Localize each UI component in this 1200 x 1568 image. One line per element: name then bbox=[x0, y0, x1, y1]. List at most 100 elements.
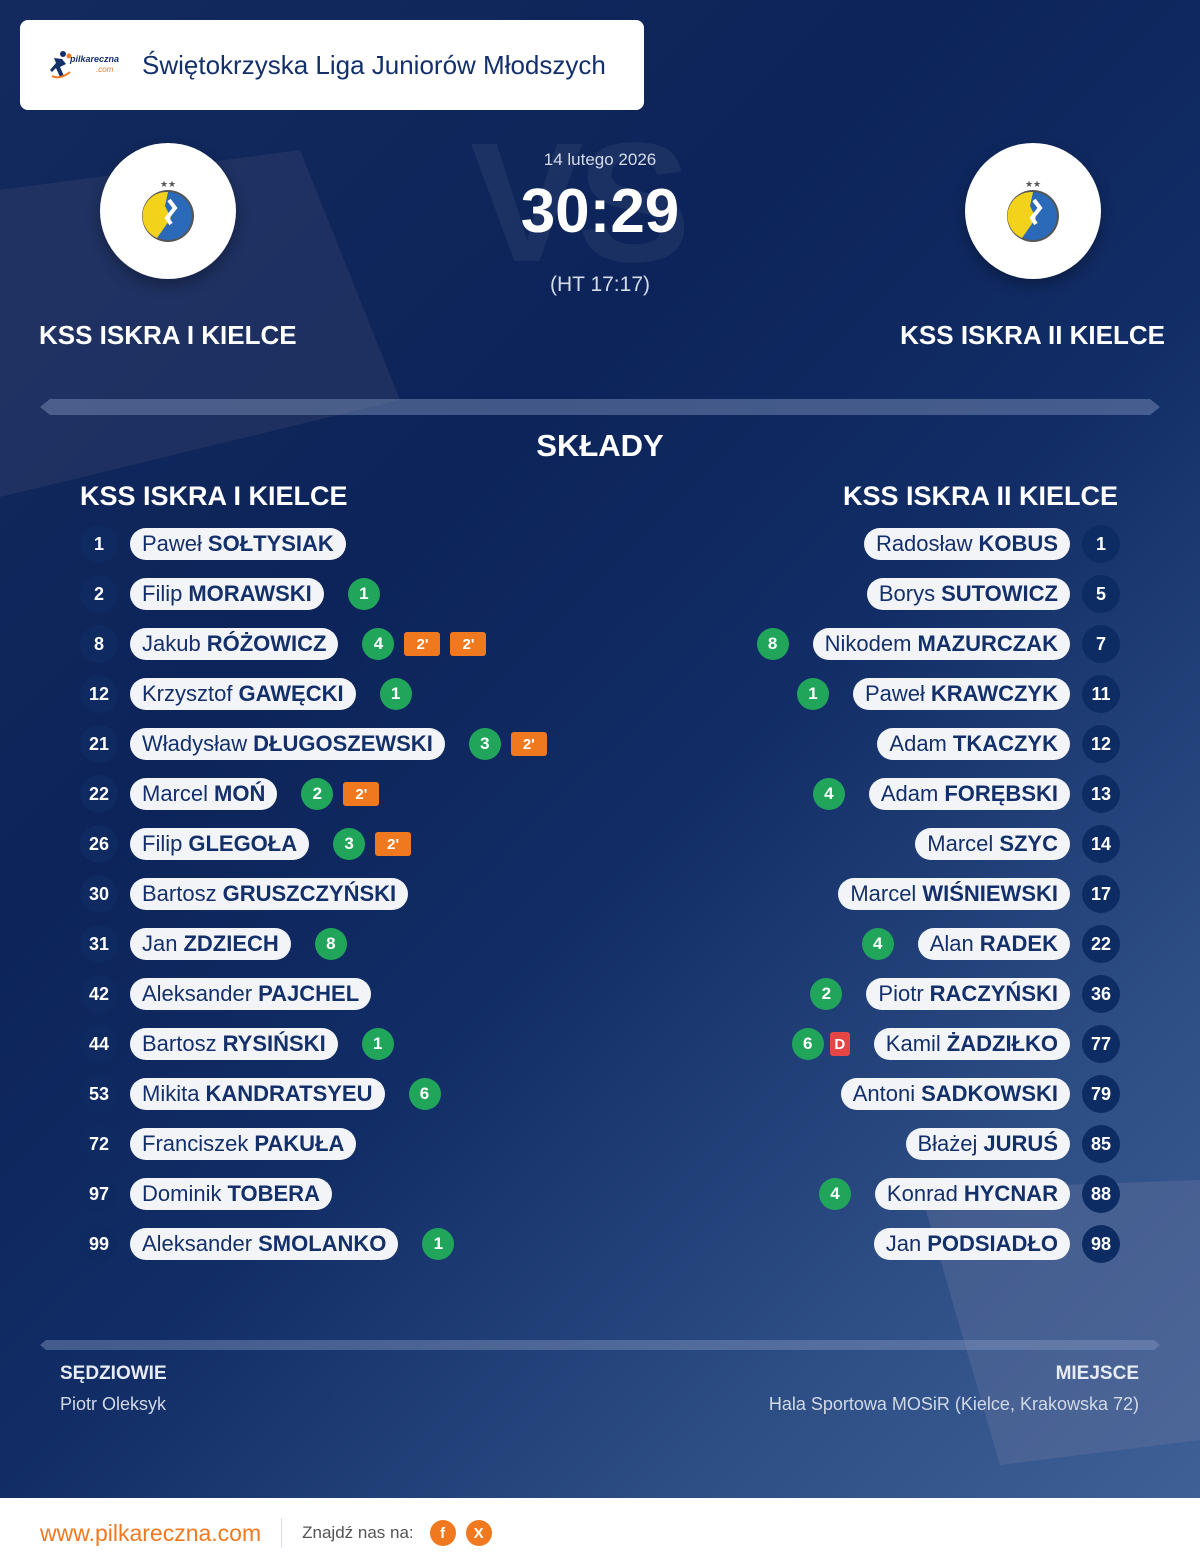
player-last-name: SOŁTYSIAK bbox=[207, 531, 334, 556]
player-row[interactable]: 1 Paweł SOŁTYSIAK bbox=[80, 525, 346, 563]
player-row[interactable]: 8 Nikodem MAZURCZAK 7 bbox=[756, 625, 1120, 663]
player-first-name: Radosław bbox=[875, 531, 973, 556]
player-number: 26 bbox=[80, 825, 118, 863]
venue-value: Hala Sportowa MOSiR (Kielce, Krakowska 7… bbox=[768, 1394, 1139, 1414]
home-team-logo[interactable]: ★ ★ bbox=[100, 143, 236, 279]
player-name-pill[interactable]: Nikodem MAZURCZAK bbox=[812, 628, 1070, 660]
player-name-pill[interactable]: Alan RADEK bbox=[917, 928, 1070, 960]
brand-logo[interactable]: pilkareczna .com bbox=[50, 49, 122, 81]
player-name-pill[interactable]: Jakub RÓŻOWICZ bbox=[130, 628, 339, 660]
player-number: 31 bbox=[80, 925, 118, 963]
player-row[interactable]: 72 Franciszek PAKUŁA bbox=[80, 1125, 357, 1163]
player-name-pill[interactable]: Aleksander PAJCHEL bbox=[130, 978, 372, 1010]
facebook-icon[interactable]: f bbox=[429, 1520, 456, 1546]
player-name-pill[interactable]: Paweł SOŁTYSIAK bbox=[130, 528, 346, 560]
player-row[interactable]: 99 Aleksander SMOLANKO 1 bbox=[80, 1225, 455, 1263]
suspension-badge: 2' bbox=[450, 632, 487, 656]
player-row[interactable]: Borys SUTOWICZ 5 bbox=[866, 575, 1120, 613]
player-name-pill[interactable]: Adam TKACZYK bbox=[877, 728, 1070, 760]
player-row[interactable]: 2 Filip MORAWSKI 1 bbox=[80, 575, 380, 613]
player-row[interactable]: Adam TKACZYK 12 bbox=[877, 725, 1120, 763]
player-number: 42 bbox=[80, 975, 118, 1013]
player-name-pill[interactable]: Filip MORAWSKI bbox=[130, 578, 324, 610]
player-name-pill[interactable]: Borys SUTOWICZ bbox=[866, 578, 1070, 610]
svg-text:★: ★ bbox=[168, 179, 176, 189]
home-team-name[interactable]: KSS ISKRA I KIELCE bbox=[39, 320, 297, 350]
player-row[interactable]: 42 Aleksander PAJCHEL bbox=[80, 975, 372, 1013]
player-first-name: Paweł bbox=[864, 681, 925, 706]
player-row[interactable]: 8 Jakub RÓŻOWICZ 4 2' 2' bbox=[80, 625, 487, 663]
player-name-pill[interactable]: Antoni SADKOWSKI bbox=[840, 1078, 1070, 1110]
player-name-pill[interactable]: Marcel WIŚNIEWSKI bbox=[838, 878, 1070, 910]
away-team-logo[interactable]: ★ ★ bbox=[965, 143, 1101, 279]
player-number: 12 bbox=[1082, 725, 1120, 763]
player-last-name: TKACZYK bbox=[952, 731, 1058, 756]
player-name-pill[interactable]: Błażej JURUŚ bbox=[905, 1128, 1070, 1160]
referees-value: Piotr Oleksyk bbox=[60, 1394, 167, 1414]
player-last-name: SMOLANKO bbox=[258, 1231, 387, 1256]
player-row[interactable]: Jan PODSIADŁO 98 bbox=[873, 1225, 1120, 1263]
player-row[interactable]: 30 Bartosz GRUSZCZYŃSKI bbox=[80, 875, 409, 913]
player-row[interactable]: 31 Jan ZDZIECH 8 bbox=[80, 925, 347, 963]
player-row[interactable]: Radosław KOBUS 1 bbox=[863, 525, 1120, 563]
player-name-pill[interactable]: Bartosz GRUSZCZYŃSKI bbox=[130, 878, 409, 910]
goals-badge: 4 bbox=[861, 928, 894, 960]
player-name-pill[interactable]: Aleksander SMOLANKO bbox=[130, 1228, 399, 1260]
player-name-pill[interactable]: Paweł KRAWCZYK bbox=[852, 678, 1070, 710]
player-row[interactable]: 4 Alan RADEK 22 bbox=[861, 925, 1120, 963]
player-name-pill[interactable]: Bartosz RYSIŃSKI bbox=[130, 1028, 338, 1060]
section-divider bbox=[40, 399, 1160, 415]
player-name-pill[interactable]: Konrad HYCNAR bbox=[874, 1178, 1070, 1210]
player-name-pill[interactable]: Dominik TOBERA bbox=[130, 1178, 332, 1210]
x-icon[interactable]: X bbox=[465, 1520, 492, 1546]
player-row[interactable]: Antoni SADKOWSKI 79 bbox=[840, 1075, 1120, 1113]
player-name-pill[interactable]: Kamil ŻADZIŁKO bbox=[873, 1028, 1070, 1060]
player-row[interactable]: 4 Adam FORĘBSKI 13 bbox=[812, 775, 1120, 813]
footer-separator bbox=[281, 1518, 283, 1548]
player-row[interactable]: 44 Bartosz RYSIŃSKI 1 bbox=[80, 1025, 394, 1063]
player-row[interactable]: 21 Władysław DŁUGOSZEWSKI 3 2' bbox=[80, 725, 547, 763]
player-row[interactable]: 4 Konrad HYCNAR 88 bbox=[818, 1175, 1120, 1213]
player-name-pill[interactable]: Władysław DŁUGOSZEWSKI bbox=[130, 728, 445, 760]
player-name-pill[interactable]: Marcel SZYC bbox=[915, 828, 1070, 860]
player-first-name: Błażej bbox=[917, 1131, 978, 1156]
player-number: 13 bbox=[1082, 775, 1120, 813]
player-number: 22 bbox=[80, 775, 118, 813]
player-row[interactable]: 12 Krzysztof GAWĘCKI 1 bbox=[80, 675, 412, 713]
player-number: 2 bbox=[80, 575, 118, 613]
player-number: 44 bbox=[80, 1025, 118, 1063]
player-name-pill[interactable]: Adam FORĘBSKI bbox=[868, 778, 1070, 810]
player-last-name: FORĘBSKI bbox=[944, 781, 1058, 806]
player-number: 14 bbox=[1082, 825, 1120, 863]
player-row[interactable]: 22 Marcel MOŃ 2 2' bbox=[80, 775, 380, 813]
player-row[interactable]: 97 Dominik TOBERA bbox=[80, 1175, 332, 1213]
player-name-pill[interactable]: Filip GLEGOŁA bbox=[130, 828, 310, 860]
away-team-name[interactable]: KSS ISKRA II KIELCE bbox=[900, 320, 1165, 350]
goals-badge: 8 bbox=[756, 628, 789, 660]
player-number: 79 bbox=[1082, 1075, 1120, 1113]
goals-badge: 3 bbox=[468, 728, 501, 760]
player-name-pill[interactable]: Jan ZDZIECH bbox=[130, 928, 291, 960]
player-first-name: Filip bbox=[142, 831, 183, 856]
goals-badge: 4 bbox=[812, 778, 845, 810]
player-name-pill[interactable]: Mikita KANDRATSYEU bbox=[130, 1078, 385, 1110]
player-row[interactable]: 53 Mikita KANDRATSYEU 6 bbox=[80, 1075, 441, 1113]
player-row[interactable]: 1 Paweł KRAWCZYK 11 bbox=[796, 675, 1120, 713]
player-name-pill[interactable]: Marcel MOŃ bbox=[130, 778, 278, 810]
website-link[interactable]: www.pilkareczna.com bbox=[40, 1519, 262, 1546]
player-name-pill[interactable]: Piotr RACZYŃSKI bbox=[866, 978, 1070, 1010]
player-number: 77 bbox=[1082, 1025, 1120, 1063]
player-row[interactable]: 2 Piotr RACZYŃSKI 36 bbox=[810, 975, 1120, 1013]
goals-badge: 1 bbox=[422, 1228, 455, 1260]
player-name-pill[interactable]: Jan PODSIADŁO bbox=[873, 1228, 1070, 1260]
player-name-pill[interactable]: Radosław KOBUS bbox=[863, 528, 1070, 560]
player-name-pill[interactable]: Krzysztof GAWĘCKI bbox=[130, 678, 356, 710]
player-row[interactable]: Błażej JURUŚ 85 bbox=[905, 1125, 1120, 1163]
player-first-name: Aleksander bbox=[142, 1231, 253, 1256]
player-last-name: RADEK bbox=[979, 931, 1058, 956]
player-name-pill[interactable]: Franciszek PAKUŁA bbox=[130, 1128, 357, 1160]
player-row[interactable]: 26 Filip GLEGOŁA 3 2' bbox=[80, 825, 412, 863]
player-row[interactable]: Marcel SZYC 14 bbox=[915, 825, 1120, 863]
player-row[interactable]: 6 D Kamil ŻADZIŁKO 77 bbox=[791, 1025, 1120, 1063]
player-row[interactable]: Marcel WIŚNIEWSKI 17 bbox=[838, 875, 1120, 913]
